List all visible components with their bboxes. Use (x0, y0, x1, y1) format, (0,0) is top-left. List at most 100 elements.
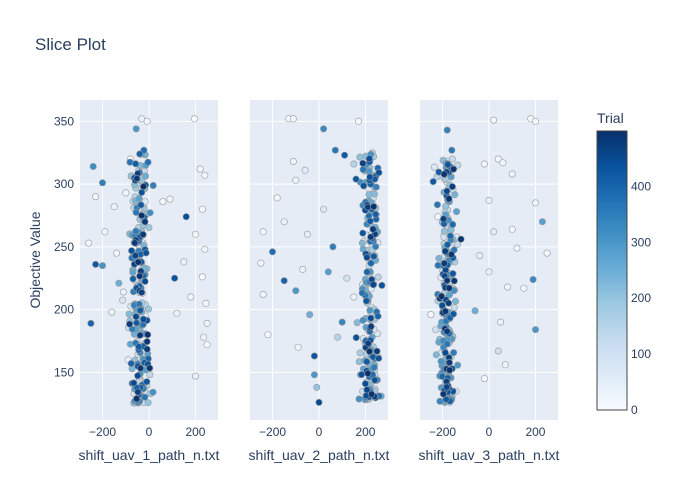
data-point[interactable] (134, 372, 142, 380)
data-point[interactable] (143, 378, 151, 386)
data-point[interactable] (303, 230, 311, 238)
data-point[interactable] (142, 249, 150, 257)
data-point[interactable] (257, 259, 265, 267)
data-point[interactable] (490, 228, 498, 236)
data-point[interactable] (367, 314, 375, 322)
data-point[interactable] (450, 304, 458, 312)
data-point[interactable] (430, 163, 438, 171)
data-point[interactable] (454, 361, 462, 369)
data-point[interactable] (133, 395, 141, 403)
data-point[interactable] (480, 160, 488, 168)
data-point[interactable] (451, 297, 459, 305)
data-point[interactable] (429, 178, 437, 186)
data-point[interactable] (445, 299, 453, 307)
data-point[interactable] (198, 273, 206, 281)
data-point[interactable] (499, 159, 507, 167)
data-point[interactable] (191, 115, 199, 123)
data-point[interactable] (334, 333, 342, 341)
data-point[interactable] (187, 293, 195, 301)
data-point[interactable] (443, 383, 451, 391)
data-point[interactable] (508, 225, 516, 233)
data-point[interactable] (113, 249, 121, 257)
data-point[interactable] (440, 233, 448, 241)
data-point[interactable] (259, 290, 267, 298)
data-point[interactable] (433, 201, 441, 209)
data-point[interactable] (149, 182, 157, 190)
data-point[interactable] (294, 343, 302, 351)
data-point[interactable] (143, 345, 151, 353)
data-point[interactable] (99, 262, 107, 270)
data-point[interactable] (365, 191, 373, 199)
data-point[interactable] (119, 296, 127, 304)
data-point[interactable] (310, 371, 318, 379)
data-point[interactable] (444, 161, 452, 169)
data-point[interactable] (131, 239, 139, 247)
data-point[interactable] (292, 287, 300, 295)
data-point[interactable] (476, 252, 484, 260)
data-point[interactable] (144, 158, 152, 166)
data-point[interactable] (264, 331, 272, 339)
data-point[interactable] (115, 279, 123, 287)
data-point[interactable] (280, 218, 288, 226)
data-point[interactable] (146, 209, 154, 217)
data-point[interactable] (358, 371, 366, 379)
data-point[interactable] (427, 311, 435, 319)
data-point[interactable] (369, 281, 377, 289)
data-point[interactable] (310, 352, 318, 360)
data-point[interactable] (192, 372, 200, 380)
data-point[interactable] (439, 215, 447, 223)
data-point[interactable] (132, 313, 140, 321)
data-point[interactable] (350, 293, 358, 301)
data-point[interactable] (368, 390, 376, 398)
data-point[interactable] (136, 306, 144, 314)
data-point[interactable] (359, 229, 367, 237)
data-point[interactable] (363, 268, 371, 276)
data-point[interactable] (543, 249, 551, 257)
data-point[interactable] (320, 205, 328, 213)
data-point[interactable] (370, 203, 378, 211)
data-point[interactable] (132, 227, 140, 235)
data-point[interactable] (338, 318, 346, 326)
data-point[interactable] (202, 299, 210, 307)
data-point[interactable] (125, 310, 133, 318)
data-point[interactable] (129, 268, 137, 276)
data-point[interactable] (92, 193, 100, 201)
data-point[interactable] (301, 166, 309, 174)
data-point[interactable] (449, 221, 457, 229)
data-point[interactable] (375, 354, 383, 362)
data-point[interactable] (443, 327, 451, 335)
data-point[interactable] (132, 208, 140, 216)
data-point[interactable] (192, 230, 200, 238)
data-point[interactable] (485, 268, 493, 276)
data-point[interactable] (490, 116, 498, 124)
data-point[interactable] (173, 309, 181, 317)
data-point[interactable] (141, 218, 149, 226)
data-point[interactable] (367, 322, 375, 330)
data-point[interactable] (370, 363, 378, 371)
data-point[interactable] (126, 320, 134, 328)
data-point[interactable] (363, 386, 371, 394)
data-point[interactable] (520, 284, 528, 292)
data-point[interactable] (144, 399, 152, 407)
data-point[interactable] (341, 151, 349, 159)
data-point[interactable] (450, 165, 458, 173)
data-point[interactable] (139, 183, 147, 191)
data-point[interactable] (513, 244, 521, 252)
data-point[interactable] (361, 380, 369, 388)
data-point[interactable] (358, 289, 366, 297)
data-point[interactable] (378, 281, 386, 289)
data-point[interactable] (200, 333, 208, 341)
data-point[interactable] (136, 331, 144, 339)
data-point[interactable] (356, 349, 364, 357)
data-point[interactable] (359, 166, 367, 174)
data-point[interactable] (145, 305, 153, 313)
data-point[interactable] (372, 183, 380, 191)
data-point[interactable] (450, 349, 458, 357)
data-point[interactable] (440, 259, 448, 267)
data-point[interactable] (108, 308, 116, 316)
data-point[interactable] (259, 228, 267, 236)
data-point[interactable] (445, 284, 453, 292)
data-point[interactable] (141, 277, 149, 285)
data-point[interactable] (494, 155, 502, 163)
data-point[interactable] (364, 369, 372, 377)
